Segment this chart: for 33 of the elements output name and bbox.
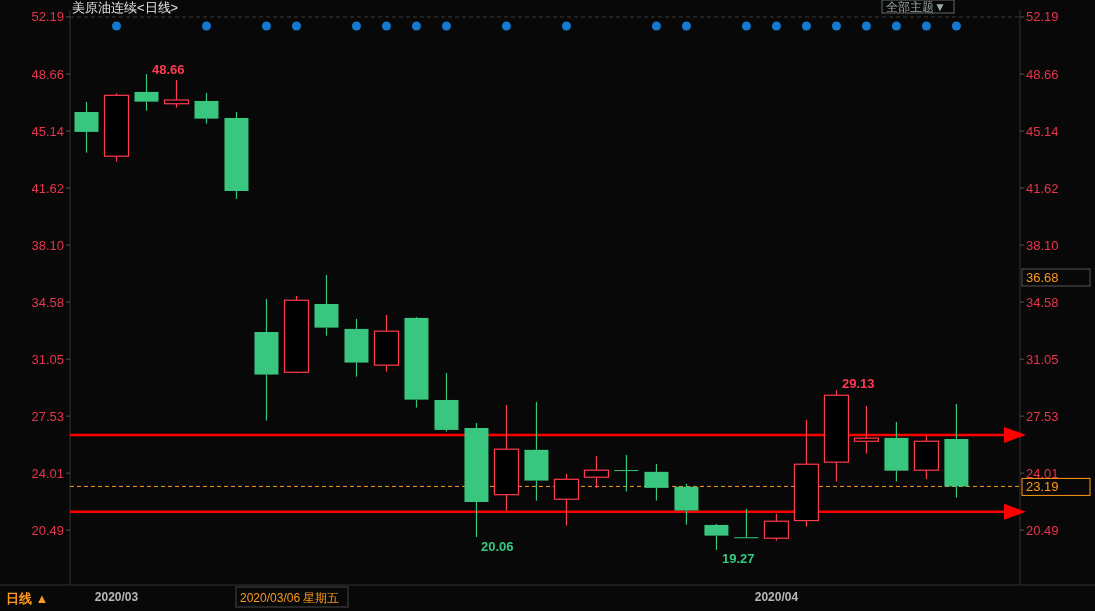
ref-line-label: 23.19	[1026, 479, 1059, 495]
y-tick-label: 45.14	[31, 123, 64, 139]
x-tick-label: 2020/03	[94, 590, 139, 604]
y2-tick-label: 31.05	[1026, 351, 1059, 367]
y2-tick-label: 52.19	[1026, 9, 1059, 25]
annotation: 日线 ▲	[6, 591, 49, 606]
y2-tick-label: 27.53	[1026, 408, 1059, 424]
y-tick-label: 31.05	[31, 351, 64, 367]
y2-tick-label: 45.14	[1026, 123, 1059, 139]
y-tick-label: 41.62	[31, 180, 64, 196]
annotation: 2020/03/06 星期五	[235, 586, 349, 608]
y-tick-label: 34.58	[31, 294, 64, 310]
annotation: 36.68	[1021, 268, 1091, 287]
y-tick-label: 20.49	[31, 522, 64, 538]
annotation: 20.06	[481, 539, 514, 554]
ref-line: 23.19	[69, 477, 1091, 496]
y-tick-label: 52.19	[31, 9, 64, 25]
y2-tick-label: 38.10	[1026, 237, 1059, 253]
y2-tick-label: 20.49	[1026, 522, 1059, 538]
y2-tick-label: 34.58	[1026, 294, 1059, 310]
chart-title: 美原油连续<日线>	[72, 0, 179, 15]
y-tick-label: 27.53	[31, 408, 64, 424]
y-tick-label: 24.01	[31, 465, 64, 481]
annotation: 29.13	[842, 376, 875, 391]
annotation: 48.66	[152, 62, 185, 77]
y-tick-label: 38.10	[31, 237, 64, 253]
y-tick-label: 48.66	[31, 66, 64, 82]
annotation: 19.27	[722, 551, 755, 566]
x-tick-label: 2020/04	[754, 590, 799, 604]
y2-tick-label: 41.62	[1026, 180, 1059, 196]
annotation: 全部主题▼	[881, 0, 955, 14]
annotation: 全部主题▼	[886, 0, 946, 14]
y2-tick-label: 48.66	[1026, 66, 1059, 82]
